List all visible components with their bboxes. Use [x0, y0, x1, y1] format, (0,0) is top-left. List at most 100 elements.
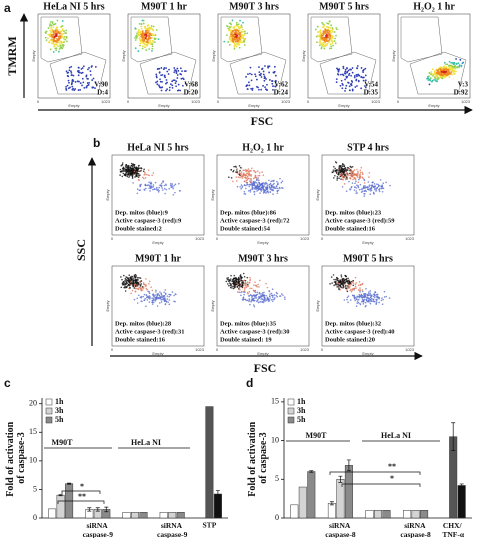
cytometry-dot	[159, 78, 161, 81]
cytometry-dot	[82, 65, 85, 68]
cytometry-dot	[161, 86, 164, 89]
cytometry-dot	[73, 89, 76, 92]
cytometry-dot	[52, 31, 55, 34]
cytometry-dot	[50, 35, 53, 37]
cytometry-dot	[360, 166, 363, 169]
y-axis-label: Fold of activation of caspase-3	[5, 419, 27, 497]
cytometry-dot	[337, 286, 340, 288]
axis-label: Empty	[362, 351, 373, 356]
plot-title: HeLa NI 5 hrs	[127, 142, 189, 153]
cytometry-dot	[251, 188, 254, 191]
cytometry-dot	[241, 276, 243, 279]
cytometry-dot	[357, 80, 360, 83]
cytometry-dot	[139, 185, 142, 188]
cytometry-dot	[373, 294, 376, 297]
cytometry-dot	[363, 195, 366, 197]
cytometry-dot	[243, 176, 246, 179]
gate	[139, 51, 197, 95]
cytometry-dot	[126, 172, 129, 174]
cytometry-dot	[60, 40, 63, 43]
cytometry-dot	[252, 299, 255, 302]
cytometry-dot	[454, 67, 457, 70]
cytometry-dot	[160, 89, 163, 92]
cytometry-dot	[361, 188, 364, 190]
cytometry-dot	[62, 45, 64, 48]
cytometry-dot	[275, 294, 277, 297]
cytometry-dot	[335, 169, 337, 172]
cytometry-dot	[441, 69, 444, 72]
cytometry-dot	[169, 294, 172, 296]
cytometry-dot	[342, 84, 344, 86]
cytometry-dot	[235, 31, 238, 34]
cytometry-dot	[368, 172, 371, 174]
cytometry-dot	[58, 38, 61, 41]
panel-label: b	[93, 136, 100, 150]
cytometry-dot	[141, 47, 144, 50]
cytometry-dot	[143, 38, 146, 41]
cytometry-dot	[333, 177, 335, 179]
cytometry-dot	[340, 276, 343, 278]
cytometry-dot	[268, 295, 271, 298]
cytometry-dot	[132, 285, 134, 288]
cytometry-dot	[81, 84, 83, 87]
error-bar	[58, 494, 63, 497]
cytometry-dot	[372, 298, 375, 301]
cytometry-dot	[47, 27, 50, 29]
cytometry-dot	[356, 295, 358, 298]
cytometry-dot	[268, 290, 271, 292]
cytometry-dot	[250, 294, 252, 297]
cytometry-dot	[130, 292, 132, 295]
cytometry-dot	[240, 171, 243, 173]
cytometry-dot	[58, 50, 60, 53]
cytometry-dot	[364, 74, 367, 77]
cytometry-dot	[431, 68, 434, 71]
axis-label: Empty	[158, 103, 169, 108]
annotation: **	[78, 492, 86, 501]
error-bar	[338, 475, 343, 483]
cytometry-dot	[266, 89, 268, 92]
cytometry-dot	[369, 296, 372, 299]
cytometry-dot	[345, 278, 348, 281]
cytometry-dot	[427, 79, 430, 81]
cytometry-dot	[136, 171, 138, 174]
cytometry-dot	[136, 168, 138, 170]
cytometry-dot	[369, 300, 371, 303]
tick-label: 0	[321, 236, 324, 241]
cytometry-dot	[228, 26, 231, 29]
cytometry-dot	[55, 43, 58, 46]
legend-label: 3h	[55, 406, 64, 415]
cytometry-dot	[236, 168, 238, 170]
cytometry-dot	[242, 30, 245, 33]
cytometry-dot	[318, 30, 321, 33]
cytometry-dot	[61, 33, 63, 36]
cytometry-dot	[339, 175, 342, 178]
y-tick-label: 10	[29, 456, 37, 465]
cytometry-dot	[435, 80, 438, 83]
cytometry-dot	[128, 170, 130, 173]
cytometry-dot	[174, 191, 176, 194]
cytometry-dot	[140, 295, 143, 298]
cytometry-dot	[52, 26, 55, 28]
cytometry-dot	[355, 79, 358, 82]
cytometry-dot	[271, 185, 273, 187]
cytometry-dot	[246, 284, 249, 287]
cytometry-dot	[126, 285, 129, 287]
cytometry-dot	[354, 276, 357, 279]
tick-label: 1023	[405, 236, 415, 241]
cytometry-dot	[128, 175, 131, 177]
cytometry-dot	[273, 298, 276, 301]
cytometry-dot	[140, 27, 143, 30]
cytometry-dot	[245, 187, 247, 190]
cytometry-dot	[122, 172, 125, 175]
cytometry-dot	[255, 285, 258, 287]
cytometry-dot	[166, 295, 169, 297]
cytometry-dot	[237, 33, 240, 36]
cytometry-dot	[77, 74, 80, 77]
cytometry-dot	[242, 281, 244, 283]
cytometry-dot	[128, 176, 130, 178]
cytometry-dot	[357, 185, 360, 187]
cytometry-dot	[452, 69, 454, 72]
cytometry-dot	[147, 297, 150, 299]
cytometry-dot	[359, 291, 361, 293]
cytometry-dot	[78, 71, 81, 74]
